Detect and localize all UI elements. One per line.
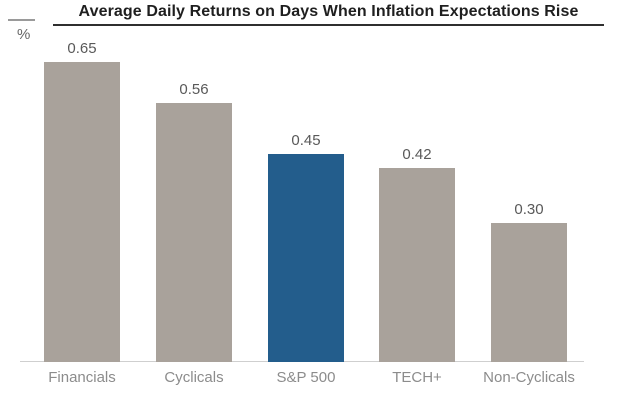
bar-s-p-500 <box>268 154 344 362</box>
value-label: 0.45 <box>291 132 321 149</box>
category-label: TECH+ <box>392 369 442 386</box>
bar-tech- <box>379 168 455 362</box>
category-label: S&P 500 <box>276 369 336 386</box>
category-label: Cyclicals <box>164 369 224 386</box>
category-label: Financials <box>48 369 116 386</box>
value-label: 0.42 <box>402 146 432 163</box>
value-label: 0.56 <box>179 81 209 98</box>
chart-title: Average Daily Returns on Days When Infla… <box>53 3 604 26</box>
axis-unit-label: % <box>17 26 31 43</box>
axis-unit-dash <box>8 19 35 21</box>
bar-non-cyclicals <box>491 223 567 362</box>
value-label: 0.30 <box>514 201 544 218</box>
bar-financials <box>44 62 120 362</box>
category-label: Non-Cyclicals <box>483 369 575 386</box>
value-label: 0.65 <box>67 40 97 57</box>
bar-cyclicals <box>156 103 232 362</box>
